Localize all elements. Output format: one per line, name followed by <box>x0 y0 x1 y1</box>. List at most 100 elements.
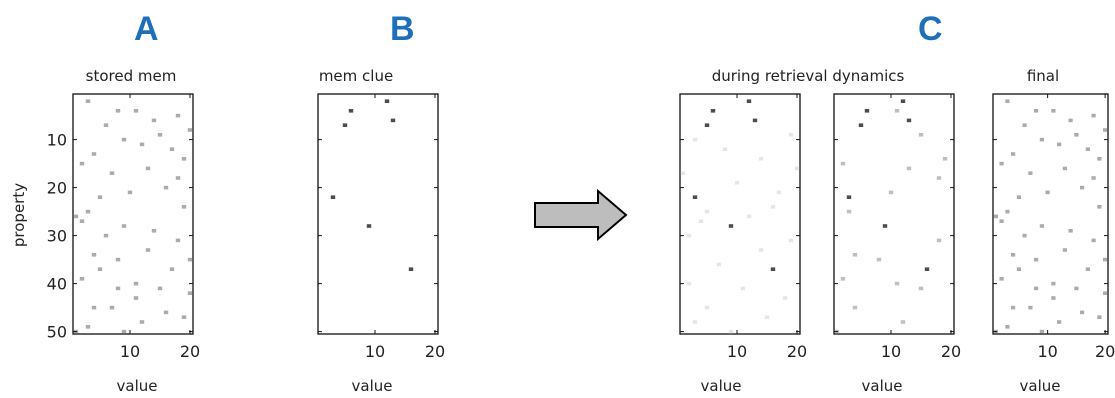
matrix-cell <box>157 286 163 291</box>
matrix-cell <box>91 152 97 156</box>
matrix-cell <box>852 305 858 310</box>
x-tick-label: 20 <box>941 342 961 361</box>
matrix-cell <box>680 171 686 175</box>
matrix-cell <box>1068 229 1073 233</box>
plot-frame <box>317 93 439 335</box>
matrix-cell <box>716 262 722 267</box>
matrix-cell <box>169 147 175 151</box>
matrix-cell <box>704 123 710 127</box>
matrix-cell <box>1074 133 1079 137</box>
panel-memory-clue: mem clue 10 20 value <box>317 67 445 395</box>
matrix-cell <box>103 123 109 127</box>
x-tick-label: 10 <box>120 342 140 361</box>
matrix-cell <box>788 133 794 137</box>
matrix-cell <box>782 296 788 300</box>
matrix-cell <box>999 161 1004 166</box>
during-retrieval-matrix-2: 10 20 <box>833 93 961 361</box>
matrix-cell <box>1034 109 1039 113</box>
matrix-cell <box>1022 233 1027 238</box>
matrix-cell <box>764 315 770 319</box>
matrix-cell <box>175 113 181 118</box>
matrix-cell <box>1085 267 1090 271</box>
matrix-cell <box>746 214 752 219</box>
matrix-cell <box>864 109 870 113</box>
arrow-right-icon <box>534 188 628 242</box>
matrix-cell <box>1068 118 1073 123</box>
matrix-cell <box>139 320 145 324</box>
matrix-cell <box>1028 305 1033 310</box>
matrix-cell <box>728 329 734 334</box>
matrix-cell <box>840 161 846 166</box>
matrix-cell <box>1091 176 1096 180</box>
matrix-cell <box>794 166 800 171</box>
matrix-cell <box>91 305 97 310</box>
y-tick-label: 20 <box>47 179 67 198</box>
matrix-cell <box>906 118 912 123</box>
matrix-cell <box>788 238 794 243</box>
panel-title-stored-mem: stored mem <box>86 67 177 85</box>
x-axis-label-during2: value <box>862 377 903 395</box>
matrix-cell <box>1085 147 1090 151</box>
matrix-cell <box>758 157 764 161</box>
matrix-cell <box>145 166 151 171</box>
x-tick-label: 10 <box>365 342 385 361</box>
panel-letter-a: A <box>134 10 159 48</box>
matrix-cell <box>115 286 121 291</box>
matrix-cell <box>109 171 115 175</box>
matrix-cell <box>1051 109 1056 113</box>
matrix-cell <box>85 99 91 103</box>
matrix-cell <box>852 253 858 257</box>
panel-title-final: final <box>1027 67 1059 85</box>
matrix-cell <box>1011 152 1016 156</box>
matrix-cell <box>109 305 115 310</box>
x-axis-label-clue: value <box>352 377 393 395</box>
matrix-cell <box>999 277 1004 281</box>
matrix-cell <box>1062 248 1067 252</box>
x-axis-label-during1: value <box>701 377 742 395</box>
matrix-cell <box>734 181 740 185</box>
matrix-cell <box>1016 195 1021 199</box>
panel-retrieval: during retrieval dynamics 10 20 value 10 2… <box>679 67 1115 395</box>
matrix-cell <box>330 195 336 199</box>
y-tick-label: 30 <box>47 227 67 246</box>
panel-title-mem-clue: mem clue <box>319 67 393 85</box>
matrix-cell <box>187 257 193 262</box>
final-matrix: 10 20 <box>992 93 1115 361</box>
y-tick-label: 50 <box>47 323 67 342</box>
panel-letter-b: B <box>390 10 415 48</box>
matrix-cell <box>169 267 175 271</box>
matrix-cell <box>846 195 852 199</box>
plot-frame <box>679 93 801 335</box>
matrix-cell <box>97 195 103 199</box>
panel-letter-c: C <box>918 10 943 48</box>
matrix-cell <box>1005 325 1010 329</box>
matrix-cell <box>85 209 91 214</box>
matrix-cell <box>1034 257 1039 262</box>
matrix-cell <box>1080 185 1085 190</box>
matrix-cell <box>1074 286 1079 291</box>
y-tick-label: 10 <box>47 131 67 150</box>
matrix-cell <box>710 109 716 113</box>
matrix-cell <box>181 157 187 161</box>
matrix-cell <box>740 286 746 291</box>
x-tick-label: 20 <box>787 342 807 361</box>
matrix-cell <box>686 281 692 286</box>
matrix-cell <box>181 205 187 209</box>
matrix-cell <box>384 99 390 103</box>
matrix-cell <box>348 109 354 113</box>
matrix-cell <box>175 176 181 180</box>
matrix-cell <box>1011 253 1016 257</box>
panel-stored-memory: stored mem 10 20 10 20 30 40 50 value property <box>10 67 200 395</box>
matrix-cell <box>894 281 900 286</box>
plot-frame <box>833 93 955 335</box>
mem-clue-matrix: 10 20 <box>317 93 445 361</box>
matrix-cell <box>1080 310 1085 315</box>
matrix-cell <box>1062 166 1067 171</box>
matrix-cell <box>936 238 942 243</box>
matrix-cell <box>121 137 127 142</box>
matrix-cell <box>181 315 187 319</box>
matrix-cell <box>698 219 704 223</box>
matrix-cell <box>858 123 864 127</box>
matrix-cell <box>1022 123 1027 127</box>
